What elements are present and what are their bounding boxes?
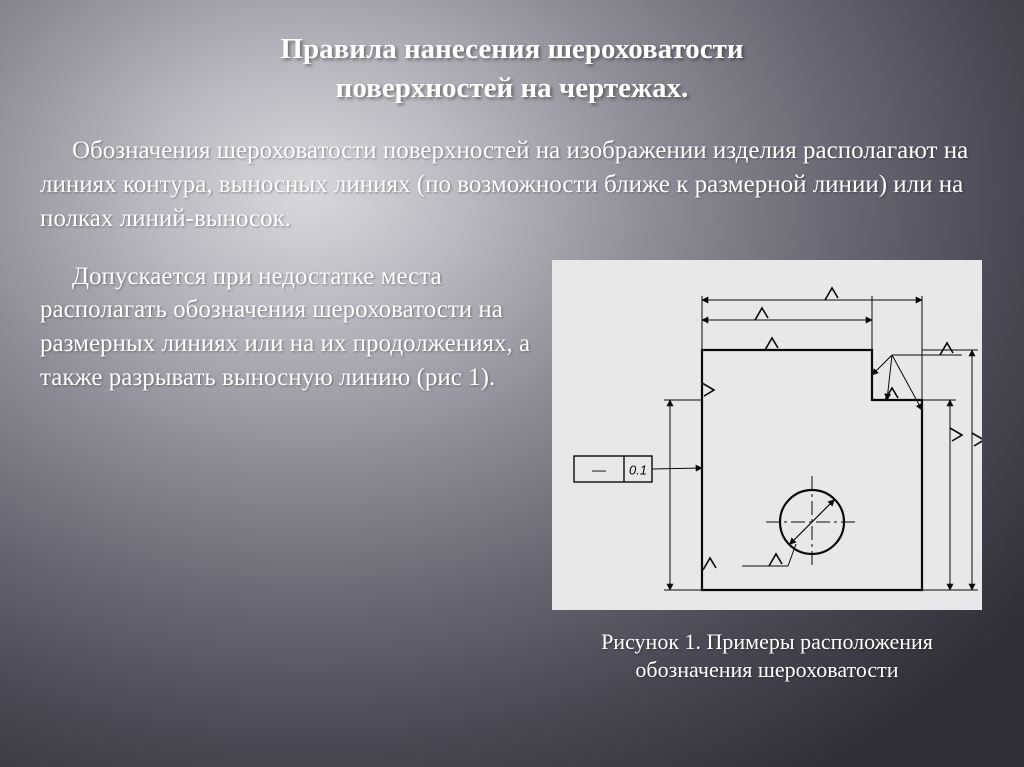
svg-text:0.1: 0.1 (629, 462, 647, 477)
title-line-2: поверхностей на чертежах. (336, 72, 689, 104)
page-title: Правила нанесения шероховатости поверхно… (40, 30, 984, 108)
figure-caption: Рисунок 1. Примеры расположения обозначе… (601, 628, 933, 685)
caption-line-2: обозначения шероховатости (635, 657, 898, 682)
paragraph-2: Допускается при недостатке места распола… (40, 260, 540, 685)
title-line-1: Правила нанесения шероховатости (280, 33, 743, 65)
paragraph-1: Обозначения шероховатости поверхностей н… (40, 134, 980, 235)
svg-text:—: — (592, 461, 606, 477)
caption-line-1: Рисунок 1. Примеры расположения (601, 629, 933, 654)
figure-diagram: — 0.1 (552, 260, 982, 610)
